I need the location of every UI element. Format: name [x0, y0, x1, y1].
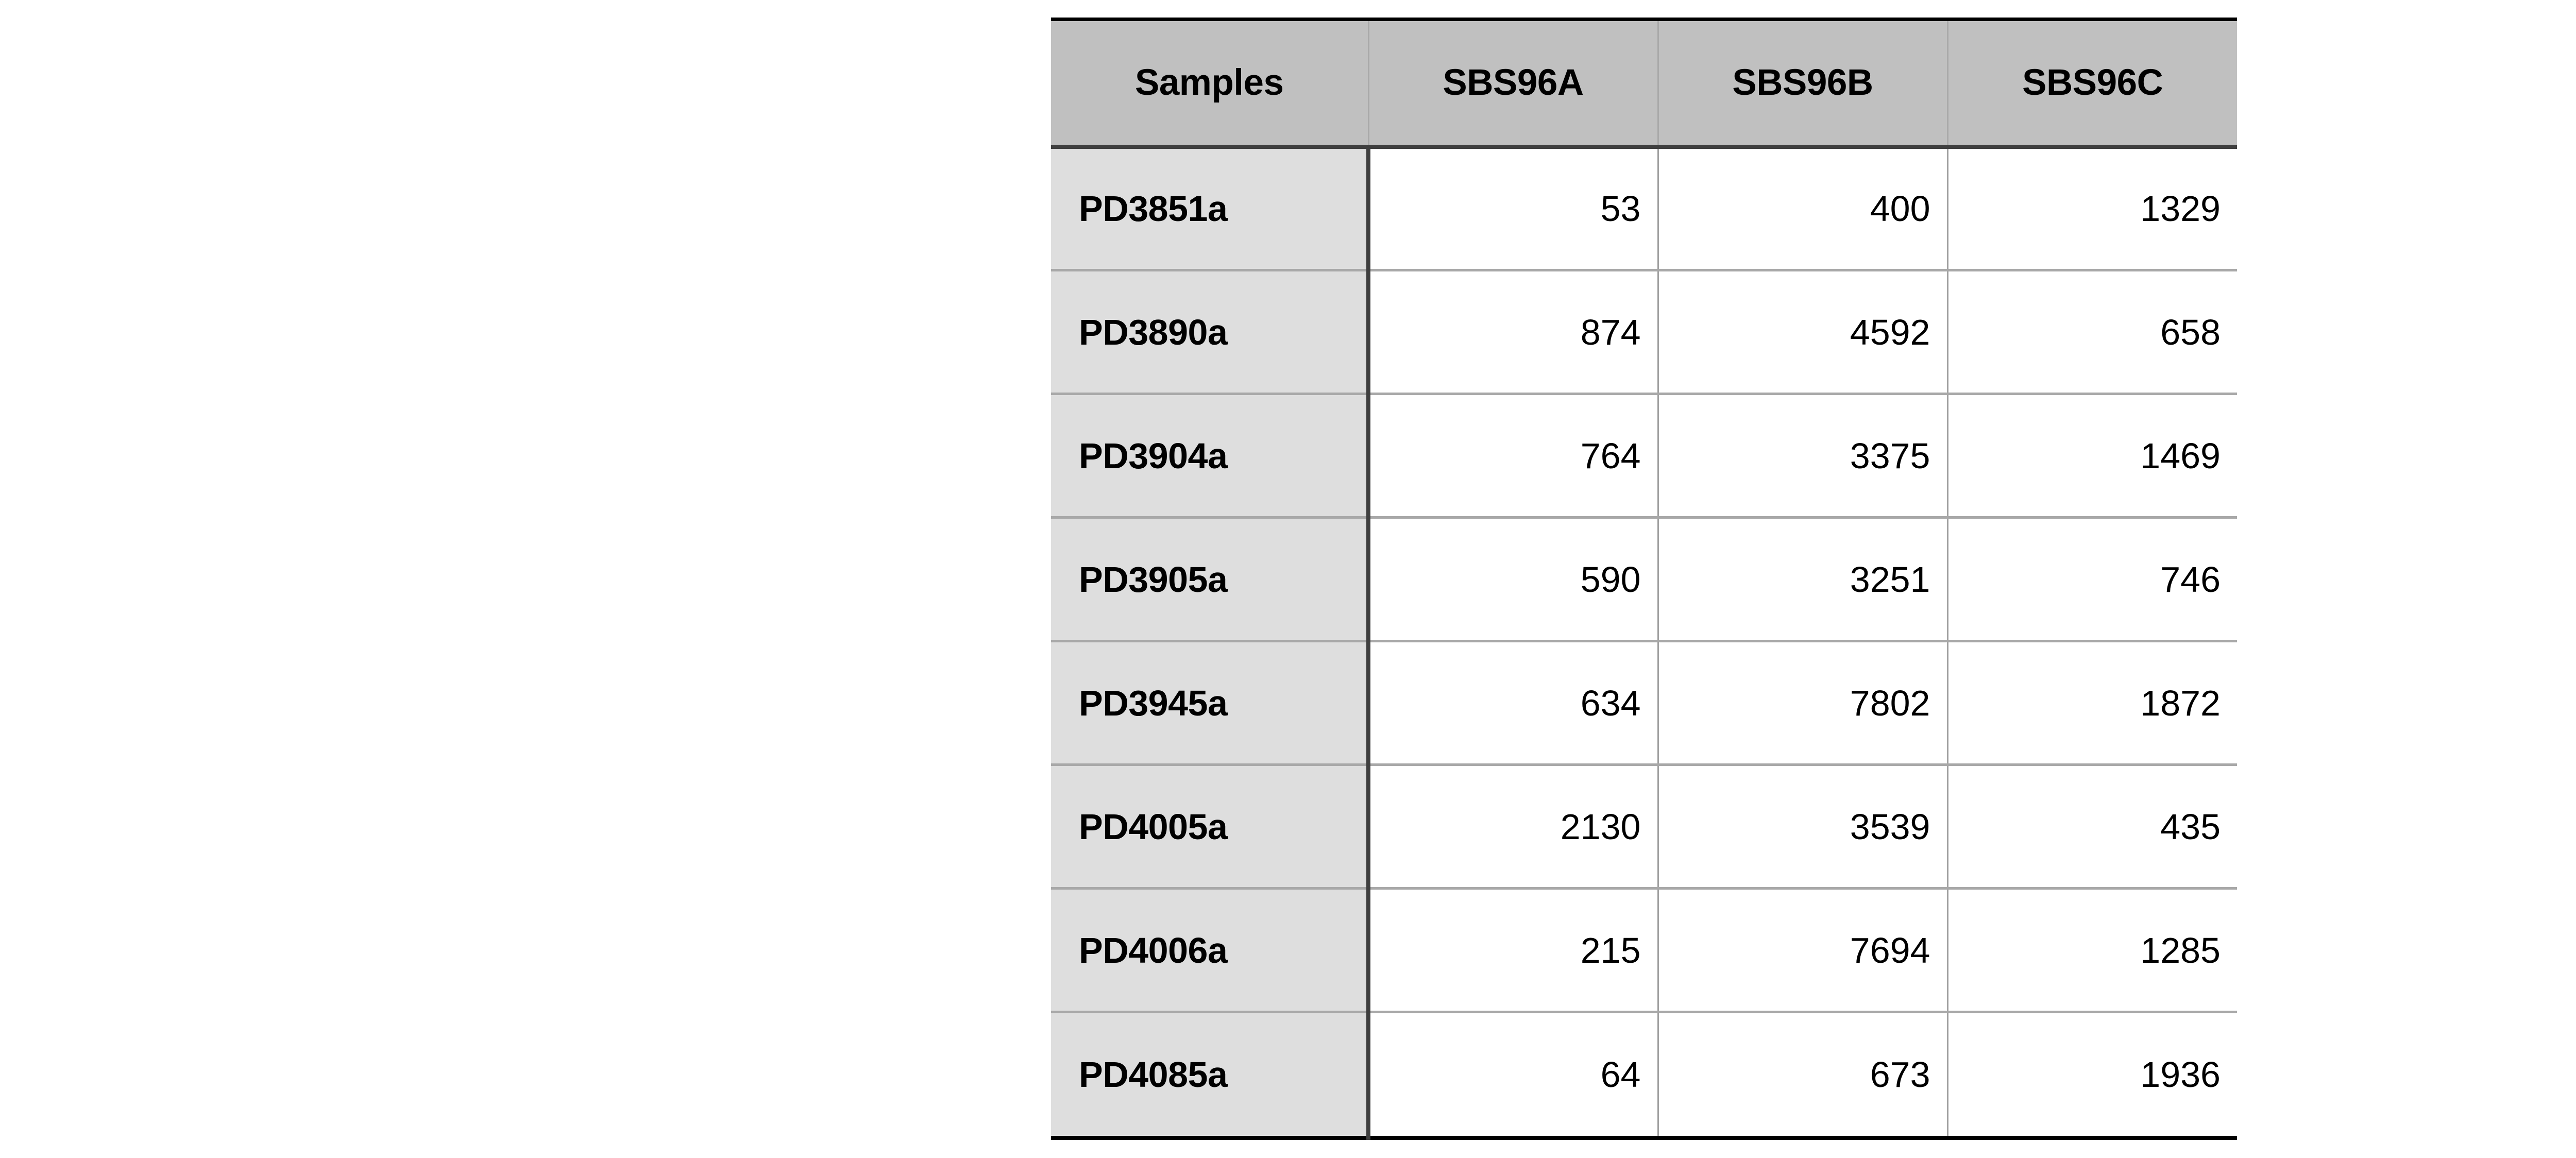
row-label: PD4006a [1051, 888, 1370, 1013]
cell-sbs96a: 634 [1368, 641, 1659, 766]
row-label: PD3945a [1051, 641, 1370, 766]
cell-sbs96a: 53 [1368, 146, 1659, 271]
cell-sbs96b: 3539 [1658, 764, 1948, 890]
cell-sbs96a: 215 [1368, 888, 1659, 1013]
cell-sbs96a: 2130 [1368, 764, 1659, 890]
table-row: PD4005a 2130 3539 435 [1051, 764, 2237, 890]
cell-sbs96c: 1285 [1947, 888, 2237, 1013]
cell-sbs96c: 1936 [1947, 1012, 2237, 1138]
table-row: PD4085a 64 673 1936 [1051, 1012, 2237, 1138]
cell-sbs96c: 1469 [1947, 394, 2237, 519]
cell-sbs96c: 746 [1947, 517, 2237, 642]
table-row: PD3945a 634 7802 1872 [1051, 641, 2237, 766]
column-header-samples: Samples [1051, 19, 1369, 149]
column-header-sbs96b: SBS96B [1658, 19, 1948, 149]
cell-sbs96c: 435 [1947, 764, 2237, 890]
table-header: Samples SBS96A SBS96B SBS96C [1051, 19, 2237, 149]
cell-sbs96a: 64 [1368, 1012, 1659, 1138]
column-header-sbs96c: SBS96C [1947, 19, 2237, 149]
cell-sbs96b: 673 [1658, 1012, 1948, 1138]
row-label: PD3904a [1051, 394, 1370, 519]
cell-sbs96c: 1872 [1947, 641, 2237, 766]
table-body: PD3851a 53 400 1329 PD3890a 874 4592 658… [1051, 146, 2237, 1138]
table-container: Samples SBS96A SBS96B SBS96C PD3851a 53 … [1051, 18, 2237, 1140]
row-label: PD3890a [1051, 270, 1370, 395]
cell-sbs96c: 658 [1947, 270, 2237, 395]
header-row: Samples SBS96A SBS96B SBS96C [1051, 19, 2237, 149]
row-label: PD4085a [1051, 1012, 1370, 1138]
cell-sbs96b: 400 [1658, 146, 1948, 271]
cell-sbs96b: 7802 [1658, 641, 1948, 766]
row-label: PD3905a [1051, 517, 1370, 642]
table-row: PD3905a 590 3251 746 [1051, 517, 2237, 642]
cell-sbs96b: 3251 [1658, 517, 1948, 642]
cell-sbs96a: 874 [1368, 270, 1659, 395]
table-row: PD3851a 53 400 1329 [1051, 146, 2237, 271]
cell-sbs96b: 7694 [1658, 888, 1948, 1013]
table-row: PD4006a 215 7694 1285 [1051, 888, 2237, 1013]
table-row: PD3904a 764 3375 1469 [1051, 394, 2237, 519]
signature-activity-matrix: Samples SBS96A SBS96B SBS96C PD3851a 53 … [1051, 18, 2237, 1140]
column-header-sbs96a: SBS96A [1368, 19, 1659, 149]
cell-sbs96a: 590 [1368, 517, 1659, 642]
row-label: PD3851a [1051, 146, 1370, 271]
cell-sbs96c: 1329 [1947, 146, 2237, 271]
cell-sbs96a: 764 [1368, 394, 1659, 519]
cell-sbs96b: 3375 [1658, 394, 1948, 519]
cell-sbs96b: 4592 [1658, 270, 1948, 395]
row-label: PD4005a [1051, 764, 1370, 890]
table-row: PD3890a 874 4592 658 [1051, 270, 2237, 395]
